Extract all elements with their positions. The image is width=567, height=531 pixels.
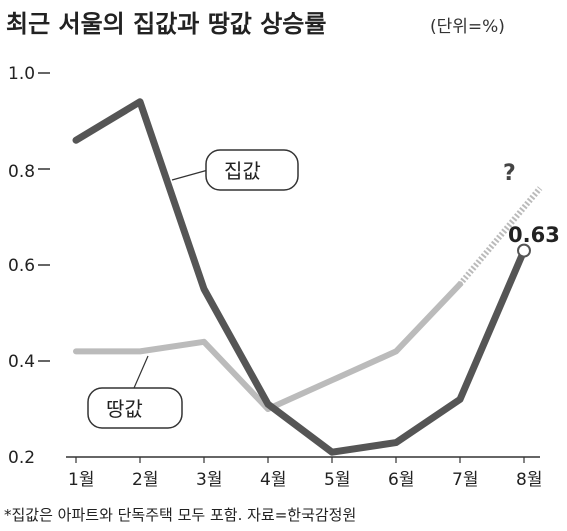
x-tick-marks [75,457,525,463]
house-end-value-label: 0.63 [508,223,560,247]
callout-house-leader [171,169,209,181]
callout-land-label: 땅값 [106,397,143,421]
y-tick-label-1.0: 1.0 [8,64,35,84]
x-tick-label-4: 4월 [260,470,286,490]
series-layer [72,98,543,456]
x-tick-label-2: 2월 [132,470,158,490]
house-end-point [517,243,531,258]
footnote: *집값은 아파트와 단독주택 모두 포함. 자료=한국감정원 [4,506,356,524]
land-projection-question: ? [503,161,516,186]
series-projection-land [457,186,543,287]
callout-house-box [205,149,299,191]
callout-land-leader [133,355,149,389]
callout-house-label: 집값 [224,159,261,183]
y-tick-marks [38,72,50,362]
x-tick-label-5: 5월 [324,470,350,490]
x-tick-label-1: 1월 [68,470,94,490]
y-tick-label-0.2: 0.2 [8,448,35,468]
x-tick-label-8: 8월 [516,470,542,490]
series-line-land [73,281,463,412]
y-tick-label-0.6: 0.6 [8,256,35,276]
chart-title: 최근 서울의 집값과 땅값 상승률 [6,10,326,38]
x-tick-label-3: 3월 [196,470,222,490]
series-line-house [72,98,528,456]
x-tick-label-7: 7월 [452,470,478,490]
callout-land-box [87,387,183,429]
chart-unit: (단위=%) [430,17,505,37]
x-tick-label-6: 6월 [388,470,414,490]
y-tick-label-0.4: 0.4 [8,352,35,372]
y-tick-label-0.8: 0.8 [8,162,35,182]
